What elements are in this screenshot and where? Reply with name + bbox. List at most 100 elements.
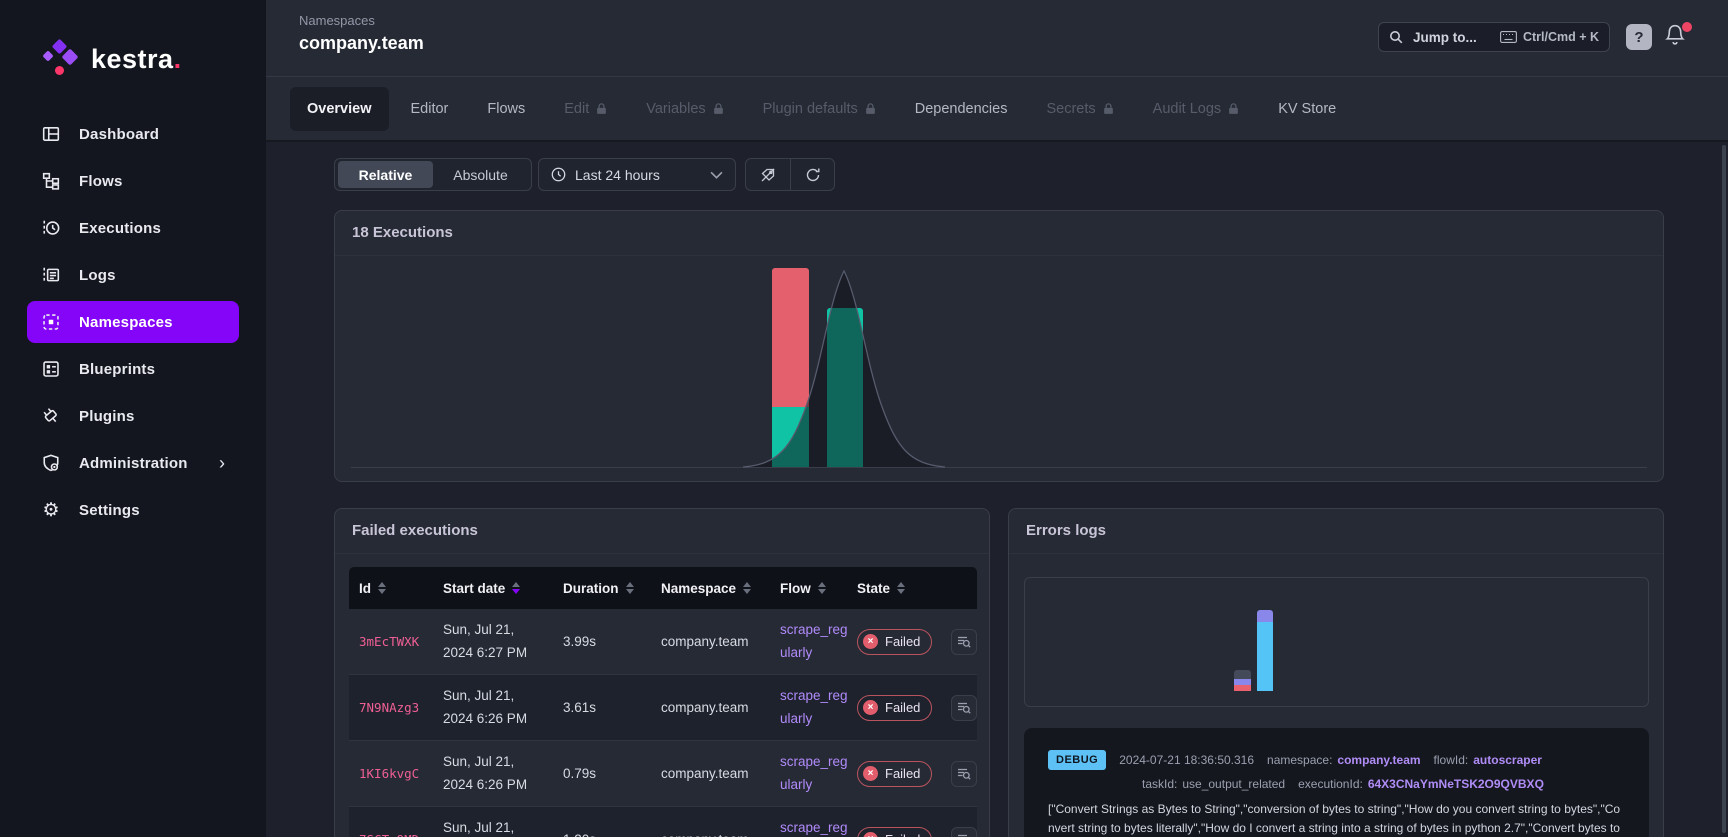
tab-secrets: Secrets	[1029, 87, 1130, 131]
bar-segment-error	[1234, 685, 1251, 691]
table-header-row: Id Start date Duration Namespace Flow St…	[349, 567, 977, 609]
absolute-mode-button[interactable]: Absolute	[453, 166, 508, 183]
namespace-cell: company.team	[651, 832, 770, 837]
dashboard-icon	[41, 124, 61, 144]
column-header-start-date[interactable]: Start date	[433, 581, 553, 596]
sort-icon	[625, 582, 634, 594]
tab-audit-logs: Audit Logs	[1136, 87, 1257, 131]
sidebar-item-administration[interactable]: Administration ›	[27, 442, 239, 484]
status-badge: ×Failed	[857, 628, 933, 655]
sidebar-item-executions[interactable]: Executions	[27, 207, 239, 249]
view-logs-button[interactable]	[951, 694, 977, 721]
vertical-scrollbar[interactable]	[1722, 145, 1726, 833]
sort-icon	[378, 582, 386, 594]
flow-link[interactable]: scrape_regularly	[780, 621, 848, 660]
column-header-flow[interactable]: Flow	[770, 581, 847, 596]
duration-cell: 3.61s	[563, 700, 597, 715]
executions-chart	[335, 256, 1663, 482]
execution-id-link[interactable]: 1KI6kvgC	[359, 766, 420, 781]
sidebar-item-flows[interactable]: Flows	[27, 160, 239, 202]
sidebar-item-namespaces[interactable]: Namespaces	[27, 301, 239, 343]
flow-link[interactable]: scrape_regularly	[780, 753, 848, 792]
view-logs-button[interactable]	[951, 628, 977, 655]
lock-icon	[597, 102, 607, 114]
blueprints-icon	[41, 359, 61, 379]
search-shortcut: Ctrl/Cmd + K	[1499, 30, 1599, 44]
chevron-down-icon	[710, 171, 723, 179]
relative-mode-button[interactable]: Relative	[338, 161, 433, 188]
errors-logs-chart	[1024, 577, 1649, 707]
duration-cell: 0.79s	[563, 766, 597, 781]
help-button[interactable]: ?	[1626, 24, 1652, 50]
failed-x-icon: ×	[863, 634, 878, 649]
execution-id-link[interactable]: 3mEcTWXK	[359, 634, 420, 649]
sidebar-nav: Dashboard Flows Executions Logs	[0, 108, 266, 536]
flow-link[interactable]: scrape_regularly	[780, 819, 848, 835]
sidebar-item-dashboard[interactable]: Dashboard	[27, 113, 239, 155]
bar-segment-failed	[772, 268, 809, 408]
errors-logs-title: Errors logs	[1026, 522, 1107, 539]
execution-id-link[interactable]: 7SCTa9MD	[349, 832, 433, 837]
tab-dependencies[interactable]: Dependencies	[914, 100, 1008, 117]
sidebar-item-plugins[interactable]: Plugins	[27, 395, 239, 437]
errors-logs-bars	[1025, 578, 1648, 706]
duration-cell: 1.20s	[553, 832, 651, 837]
search-input[interactable]	[1411, 28, 1492, 46]
time-mode-toggle: Relative Absolute	[334, 158, 532, 191]
execution-id-link[interactable]: 7N9NAzg3	[359, 700, 420, 715]
text-search-icon	[958, 834, 967, 836]
bar-segment-success	[772, 407, 809, 467]
view-logs-button[interactable]	[951, 760, 977, 787]
bar-segment-trace	[1234, 679, 1251, 685]
tab-kv-store[interactable]: KV Store	[1278, 100, 1337, 117]
namespace-cell: company.team	[661, 700, 749, 715]
column-header-state[interactable]: State	[847, 581, 945, 596]
refresh-button[interactable]	[790, 159, 834, 190]
log-task-id: use_output_related	[1182, 777, 1286, 791]
bar-segment-debug	[1257, 622, 1273, 691]
sidebar-item-settings[interactable]: ⚙ Settings	[42, 499, 140, 521]
label-off-icon	[761, 168, 775, 181]
namespaces-icon	[41, 312, 61, 332]
sort-icon	[817, 582, 826, 594]
sidebar-item-blueprints[interactable]: Blueprints	[27, 348, 239, 390]
sidebar-item-logs[interactable]: Logs	[27, 254, 239, 296]
time-range-select[interactable]: Last 24 hours	[538, 158, 736, 191]
brand-name: kestra.	[91, 43, 182, 74]
log-entry: DEBUG 2024-07-21 18:36:50.316 namespace:…	[1024, 728, 1649, 837]
view-logs-button[interactable]	[951, 826, 977, 837]
administration-icon	[41, 453, 61, 473]
start-date-cell: Sun, Jul 21, 2024 6:26 PM	[443, 753, 528, 792]
column-header-id[interactable]: Id	[349, 581, 433, 596]
status-badge: ×Failed	[857, 760, 933, 787]
breadcrumb[interactable]: Namespaces	[299, 13, 375, 28]
failed-x-icon: ×	[863, 766, 878, 781]
tab-flows[interactable]: Flows	[487, 100, 526, 117]
namespace-cell: company.team	[661, 766, 749, 781]
plugins-icon	[41, 406, 61, 426]
column-header-duration[interactable]: Duration	[553, 581, 651, 596]
executions-card-title: 18 Executions	[352, 224, 453, 241]
lock-icon	[865, 102, 875, 114]
flows-icon	[41, 171, 61, 191]
notifications-button[interactable]	[1664, 22, 1692, 51]
duration-cell: 3.99s	[563, 634, 597, 649]
column-header-namespace[interactable]: Namespace	[651, 581, 770, 596]
failed-x-icon: ×	[863, 832, 878, 837]
global-search[interactable]: Ctrl/Cmd + K	[1378, 22, 1610, 52]
sort-icon	[512, 582, 521, 594]
page-title: company.team	[299, 33, 424, 53]
failed-executions-title: Failed executions	[352, 522, 478, 539]
table-row: 3mEcTWXK Sun, Jul 21, 2024 6:27 PM 3.99s…	[349, 609, 977, 675]
x-axis-line	[351, 467, 1647, 468]
executions-bars	[335, 256, 1663, 482]
flow-link[interactable]: scrape_regularly	[780, 687, 848, 726]
tab-editor[interactable]: Editor	[410, 100, 449, 117]
settings-icon: ⚙	[42, 499, 60, 521]
lock-icon	[1103, 102, 1113, 114]
executions-card: 18 Executions	[334, 210, 1664, 482]
kestra-logo[interactable]: kestra.	[42, 38, 182, 78]
tab-overview[interactable]: Overview	[290, 86, 389, 131]
log-meta-line-2: taskId: use_output_related executionId: 64…	[1142, 777, 1544, 791]
label-off-button[interactable]	[746, 159, 790, 190]
